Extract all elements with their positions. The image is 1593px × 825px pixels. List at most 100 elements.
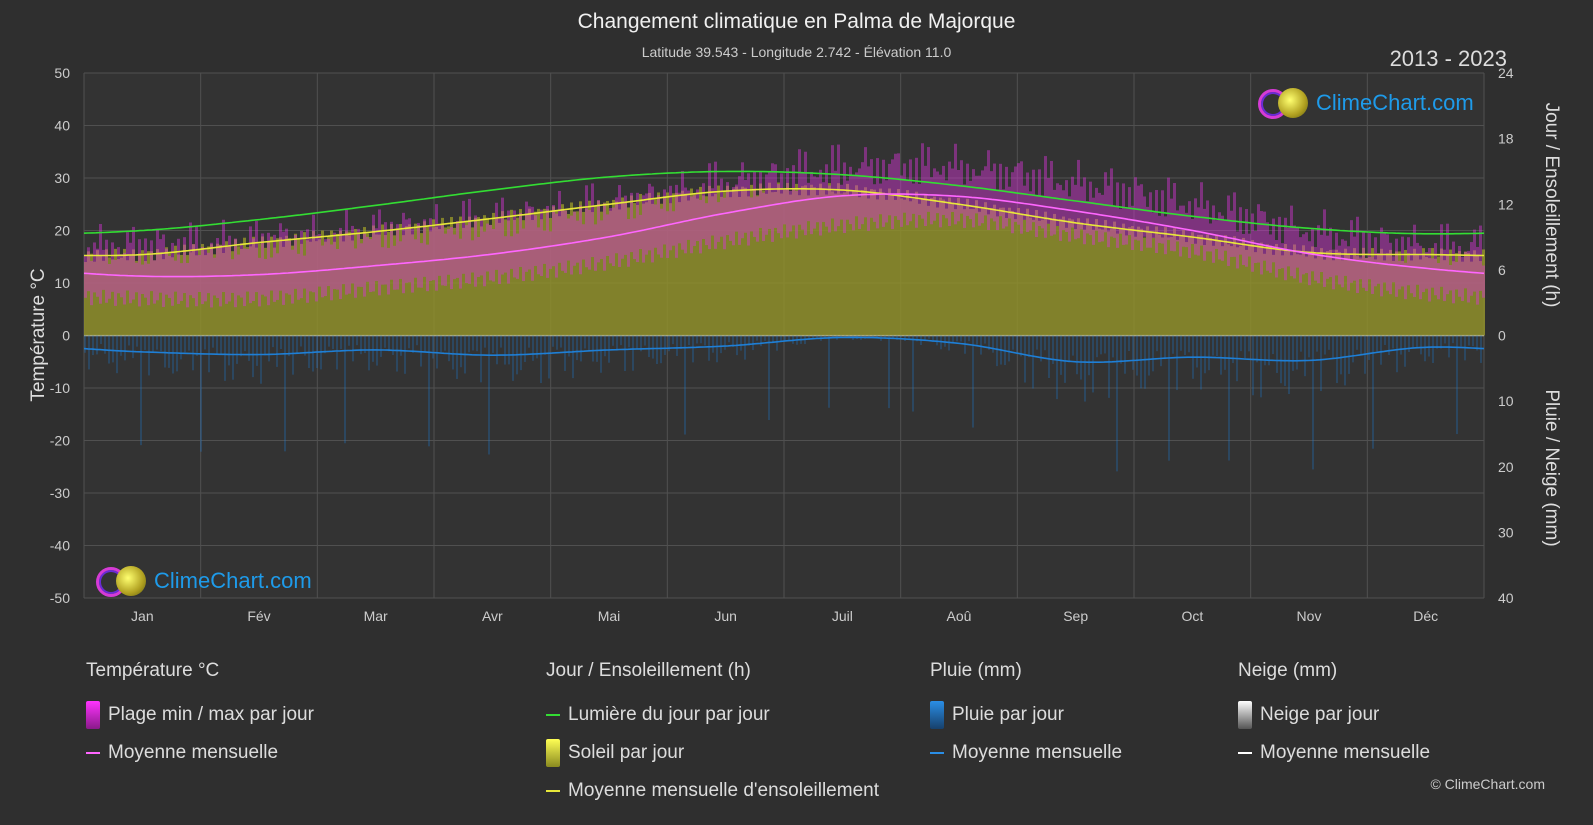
temp-range-day	[1149, 192, 1152, 248]
rain-day	[488, 335, 490, 455]
sunshine-day	[498, 222, 501, 336]
sunshine-day	[945, 208, 948, 336]
sunshine-day	[768, 182, 771, 336]
sunshine-day	[435, 226, 438, 336]
sunshine-day	[363, 227, 366, 336]
temp-range-day	[1350, 220, 1353, 283]
rain-day	[360, 335, 362, 355]
temp-range-day	[519, 212, 522, 268]
rain-day	[368, 335, 370, 371]
sunshine-day	[408, 224, 411, 336]
temp-range-day	[1311, 227, 1314, 272]
rain-day	[620, 335, 622, 346]
sunshine-day	[621, 197, 624, 336]
sunshine-day	[450, 216, 453, 336]
rain-day	[980, 335, 982, 355]
temp-range-day	[183, 237, 186, 294]
rain-day	[304, 335, 306, 356]
rain-day	[228, 335, 230, 366]
sunshine-day	[1272, 254, 1275, 336]
rain-day	[496, 335, 498, 365]
rain-day	[936, 335, 938, 346]
sunshine-day	[1101, 229, 1104, 336]
sunshine-day	[672, 193, 675, 336]
temp-range-day	[1056, 183, 1059, 226]
rain-day	[1232, 335, 1234, 364]
sunshine-day	[225, 241, 228, 336]
temp-range-day	[723, 197, 726, 250]
temp-range-day	[927, 147, 930, 212]
temp-range-day	[1425, 252, 1428, 289]
sunshine-day	[636, 204, 639, 336]
sunshine-day	[306, 240, 309, 336]
rain-day	[1264, 335, 1266, 366]
sunshine-day	[318, 239, 321, 336]
temp-range-day	[732, 186, 735, 246]
temp-range-day	[99, 223, 102, 304]
sunshine-day	[1161, 237, 1164, 336]
rain-day	[784, 335, 786, 341]
sunshine-day	[246, 247, 249, 336]
rain-day	[112, 335, 114, 363]
sunshine-day	[537, 208, 540, 336]
rain-day	[680, 335, 682, 349]
rain-day	[624, 335, 626, 372]
temp-range-day	[1110, 168, 1113, 237]
sunshine-day	[1020, 214, 1023, 336]
sunshine-day	[420, 233, 423, 336]
sunshine-day	[477, 217, 480, 336]
sunshine-day	[1383, 260, 1386, 336]
temp-range-day	[990, 171, 993, 219]
sunshine-day	[210, 244, 213, 336]
sunshine-day	[771, 192, 774, 336]
sunshine-day	[582, 211, 585, 336]
temp-range-day	[210, 242, 213, 308]
rain-day	[956, 335, 958, 342]
temp-range-day	[567, 218, 570, 261]
sunshine-day	[1104, 220, 1107, 336]
rain-day	[432, 335, 434, 359]
sunshine-day	[540, 219, 543, 336]
temp-range-day	[1260, 211, 1263, 275]
temp-range-day	[720, 178, 723, 237]
temp-range-day	[879, 183, 882, 215]
legend-swatch-snow-mean	[1238, 752, 1252, 754]
temp-range-day	[162, 234, 165, 307]
sunshine-day	[774, 191, 777, 336]
legend-label: Moyenne mensuelle	[952, 742, 1123, 763]
month-label: Oct	[1181, 608, 1203, 624]
sunshine-day	[1467, 252, 1470, 336]
sunshine-day	[609, 210, 612, 336]
rain-day	[600, 335, 602, 373]
sunshine-day	[327, 236, 330, 336]
sunshine-day	[375, 234, 378, 336]
rain-day	[352, 335, 354, 362]
temp-range-day	[1302, 234, 1305, 275]
sunshine-day	[639, 193, 642, 336]
temp-range-day	[837, 144, 840, 227]
rain-day	[696, 335, 698, 344]
sunshine-day	[1275, 243, 1278, 336]
temp-range-day	[192, 244, 195, 299]
sunshine-day	[1014, 219, 1017, 336]
sunshine-day	[810, 184, 813, 336]
sunshine-day	[588, 200, 591, 336]
sunshine-day	[675, 192, 678, 336]
temp-range-day	[387, 247, 390, 295]
rain-day	[1048, 335, 1050, 379]
sunshine-day	[471, 227, 474, 336]
rain-day	[1252, 335, 1254, 396]
temp-range-day	[1362, 231, 1365, 288]
sunshine-day	[345, 231, 348, 336]
temp-range-day	[507, 210, 510, 284]
rain-day	[248, 335, 250, 361]
sunshine-day	[849, 195, 852, 336]
temp-range-day	[1137, 185, 1140, 241]
temp-range-day	[1386, 234, 1389, 291]
rain-day	[1112, 335, 1114, 358]
rain-day	[908, 335, 910, 339]
rain-day	[892, 335, 894, 338]
sunshine-day	[1347, 254, 1350, 336]
temp-range-day	[744, 179, 747, 233]
sunshine-day	[1407, 253, 1410, 336]
